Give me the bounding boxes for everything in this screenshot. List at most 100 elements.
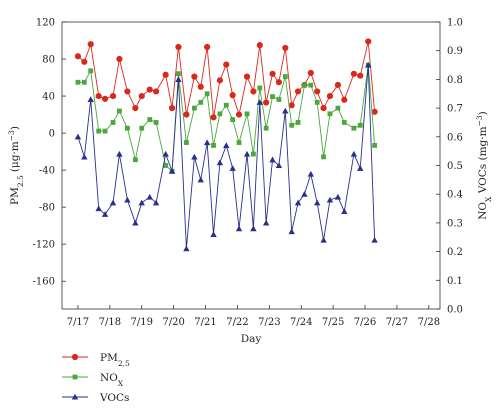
data-point-no [75,79,81,85]
data-point-vocs [87,96,94,103]
data-point-pm [250,88,257,95]
x-tick-label: 7/19 [131,317,153,328]
data-point-vocs [162,150,169,157]
data-point-vocs [175,76,182,82]
data-point-pm [138,92,145,100]
left-axis: 120 80 40 0 -40 -80 -120 -160 [33,18,66,288]
series-layer [74,38,378,252]
data-point-no [314,99,320,105]
data-point-no [163,163,169,168]
data-point-vocs [203,139,211,146]
data-point-no [295,120,301,125]
series-line-vocs [77,65,376,249]
data-point-vocs [288,228,295,235]
data-point-pm [243,73,251,80]
data-point-no [351,125,357,131]
data-point-no [327,111,333,117]
left-tick-label: 80 [42,55,55,66]
series-vocs [74,61,378,252]
data-point-pm [365,38,372,45]
data-point-pm [235,111,243,118]
data-point-vocs [197,176,204,183]
right-tick-label: 0.2 [447,247,463,258]
data-point-pm [350,70,357,77]
legend-label-sub: 2.5 [118,359,130,368]
data-point-vocs [116,150,123,157]
data-point-no [282,74,288,79]
data-point-vocs [152,199,160,206]
data-point-no [184,140,189,145]
data-point-vocs [320,236,327,243]
data-point-vocs [269,156,276,163]
data-point-vocs [243,150,251,157]
data-point-no [132,157,138,163]
data-point-no [302,82,307,88]
data-point-vocs [95,205,102,212]
left-tick-label: -120 [33,240,55,251]
data-point-no [117,108,122,114]
data-point-pm [204,43,211,51]
x-tick-label: 7/26 [354,317,376,328]
x-axis-title: Day [241,333,262,345]
left-axis-title-main: PM [9,187,21,205]
data-point-pm [275,79,283,86]
data-point-vocs [294,199,302,206]
data-point-pm [132,105,139,112]
data-point-no [257,85,263,91]
right-tick-label: 0.5 [447,161,463,172]
right-axis-title-sub: X [484,196,493,202]
left-axis-title-close: ) [9,126,21,130]
x-tick-label: 7/17 [67,317,89,328]
legend-label-main: NO [100,372,118,384]
data-point-pm [74,53,82,60]
data-point-pm [269,70,276,77]
data-point-pm [116,55,123,63]
data-point-vocs [138,199,145,206]
right-tick-label: 0.9 [447,46,463,57]
legend-marker-no [72,374,78,380]
data-point-vocs [262,219,270,226]
data-point-no [191,105,197,111]
data-point-pm [320,105,327,112]
data-point-pm [95,92,102,100]
left-tick-label: 0 [49,129,55,140]
x-tick-label: 7/22 [226,317,248,328]
legend-item-no: NOX [62,372,124,388]
left-tick-label: -160 [33,277,55,288]
legend: PM2.5 NOX VOCs [62,352,130,404]
data-point-pm [334,81,342,89]
data-point-vocs [210,231,217,237]
data-point-vocs [256,99,263,105]
data-point-no [102,128,108,134]
x-tick-label: 7/18 [99,317,121,328]
legend-marker-pm [71,353,79,361]
data-point-pm [229,92,236,99]
left-axis-title-exp: −3 [7,130,16,141]
data-point-pm [263,99,270,106]
data-point-pm [168,105,176,112]
data-point-pm [197,83,204,90]
data-point-pm [153,88,160,95]
data-point-pm [109,92,117,100]
data-point-vocs [334,193,342,200]
right-tick-label: 1.0 [447,18,463,29]
data-point-vocs [313,199,321,206]
legend-label-main: PM [100,352,118,364]
right-axis-title: NOX VOCs (mg·m−3) [475,111,493,220]
data-point-pm [307,69,314,77]
legend-label-main: VOCs [99,392,129,404]
data-point-no [335,105,341,111]
data-point-vocs [357,165,364,171]
left-tick-label: 120 [36,18,55,29]
data-point-no [139,125,145,131]
data-point-pm [357,72,364,79]
data-point-no [96,128,102,134]
data-point-pm [288,102,295,109]
data-point-vocs [326,196,334,203]
data-point-no [357,122,363,128]
data-point-no [236,140,242,145]
legend-item-pm: PM2.5 [62,352,130,368]
x-tick-label: 7/25 [322,317,344,328]
data-point-vocs [101,211,109,217]
